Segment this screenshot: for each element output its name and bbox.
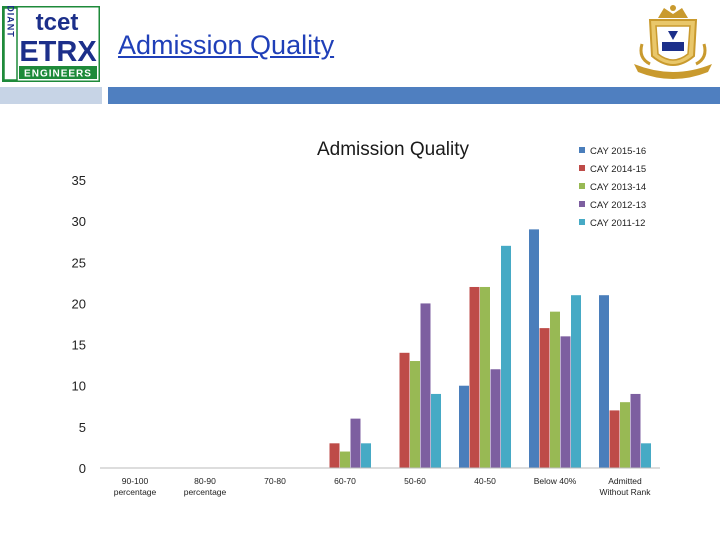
y-tick-label: 15 (72, 338, 86, 353)
y-tick-label: 0 (79, 461, 86, 476)
bar-cay-2014-15-3 (329, 443, 340, 468)
legend-swatch (579, 201, 585, 207)
legend-swatch (579, 147, 585, 153)
bar-cay-2014-15-7 (609, 410, 620, 468)
tcet-crest-logo-icon (634, 5, 712, 79)
bar-cay-2015-16-7 (599, 295, 609, 468)
x-tick-label: 90-100 (122, 476, 149, 486)
bar-cay-2013-14-4 (410, 361, 420, 468)
bar-cay-2015-16-5 (459, 385, 469, 468)
slide-title: Admission Quality (118, 30, 335, 60)
legend-label: CAY 2015-16 (590, 146, 646, 157)
bar-cay-2013-14-6 (550, 311, 560, 468)
bar-cay-2012-13-7 (630, 393, 641, 468)
legend-label: CAY 2012-13 (590, 200, 646, 211)
chart-title: Admission Quality (317, 139, 470, 160)
y-tick-label: 20 (72, 296, 86, 311)
x-tick-label: 70-80 (264, 476, 286, 486)
logo-engineers-text: ENGINEERS (24, 69, 92, 80)
x-tick-label: 80-90 (194, 476, 216, 486)
x-tick-label: Admitted (608, 476, 642, 486)
x-tick-label: 40-50 (474, 476, 496, 486)
header-rule-left (0, 87, 102, 104)
x-tick-label: 50-60 (404, 476, 426, 486)
header-rule-main (108, 87, 720, 104)
bar-cay-2012-13-4 (420, 303, 431, 468)
legend-swatch (579, 183, 585, 189)
bar-cay-2014-15-6 (539, 328, 550, 468)
legend-label: CAY 2011-12 (590, 218, 645, 229)
logo-tcet-text: tcet (36, 9, 79, 36)
y-tick-label: 25 (72, 255, 86, 270)
chart-legend: CAY 2015-16 CAY 2014-15 CAY 2013-14 CAY 201… (579, 146, 646, 229)
x-tick-label: Without Rank (599, 487, 651, 497)
legend-label: CAY 2014-15 (590, 164, 646, 175)
legend-label: CAY 2013-14 (590, 182, 646, 193)
y-tick-label: 10 (72, 379, 86, 394)
bar-cay-2011-12-7 (641, 443, 651, 468)
bar-cay-2012-13-6 (560, 336, 571, 468)
bar-cay-2013-14-5 (480, 286, 490, 468)
y-tick-label: 5 (79, 420, 86, 435)
logo-etrx-text: ETRX (19, 36, 97, 68)
bar-cay-2011-12-6 (571, 295, 581, 468)
x-tick-label: Below 40% (534, 476, 577, 486)
logo-radiant-text: RADIANT (6, 6, 16, 38)
bar-cay-2012-13-5 (490, 369, 501, 468)
bar-cay-2014-15-4 (399, 352, 410, 468)
y-axis-ticks: 0 5 10 15 20 25 30 35 (72, 173, 86, 476)
chart-bars (329, 229, 651, 468)
y-tick-label: 35 (72, 173, 86, 188)
bar-cay-2011-12-4 (431, 393, 441, 468)
legend-swatch (579, 165, 585, 171)
bar-cay-2013-14-3 (340, 451, 350, 468)
bar-cay-2014-15-5 (469, 286, 480, 468)
bar-cay-2012-13-3 (350, 418, 361, 468)
bar-cay-2011-12-5 (501, 245, 511, 468)
bar-cay-2015-16-6 (529, 229, 539, 468)
y-tick-label: 30 (72, 214, 86, 229)
bar-cay-2011-12-3 (361, 443, 371, 468)
legend-swatch (579, 219, 585, 225)
x-tick-label: percentage (184, 487, 227, 497)
bar-cay-2013-14-7 (620, 402, 630, 468)
tcet-etrx-logo-icon: RADIANT tcet ETRX ENGINEERS (2, 6, 100, 82)
x-tick-label: 60-70 (334, 476, 356, 486)
x-tick-label: percentage (114, 487, 157, 497)
